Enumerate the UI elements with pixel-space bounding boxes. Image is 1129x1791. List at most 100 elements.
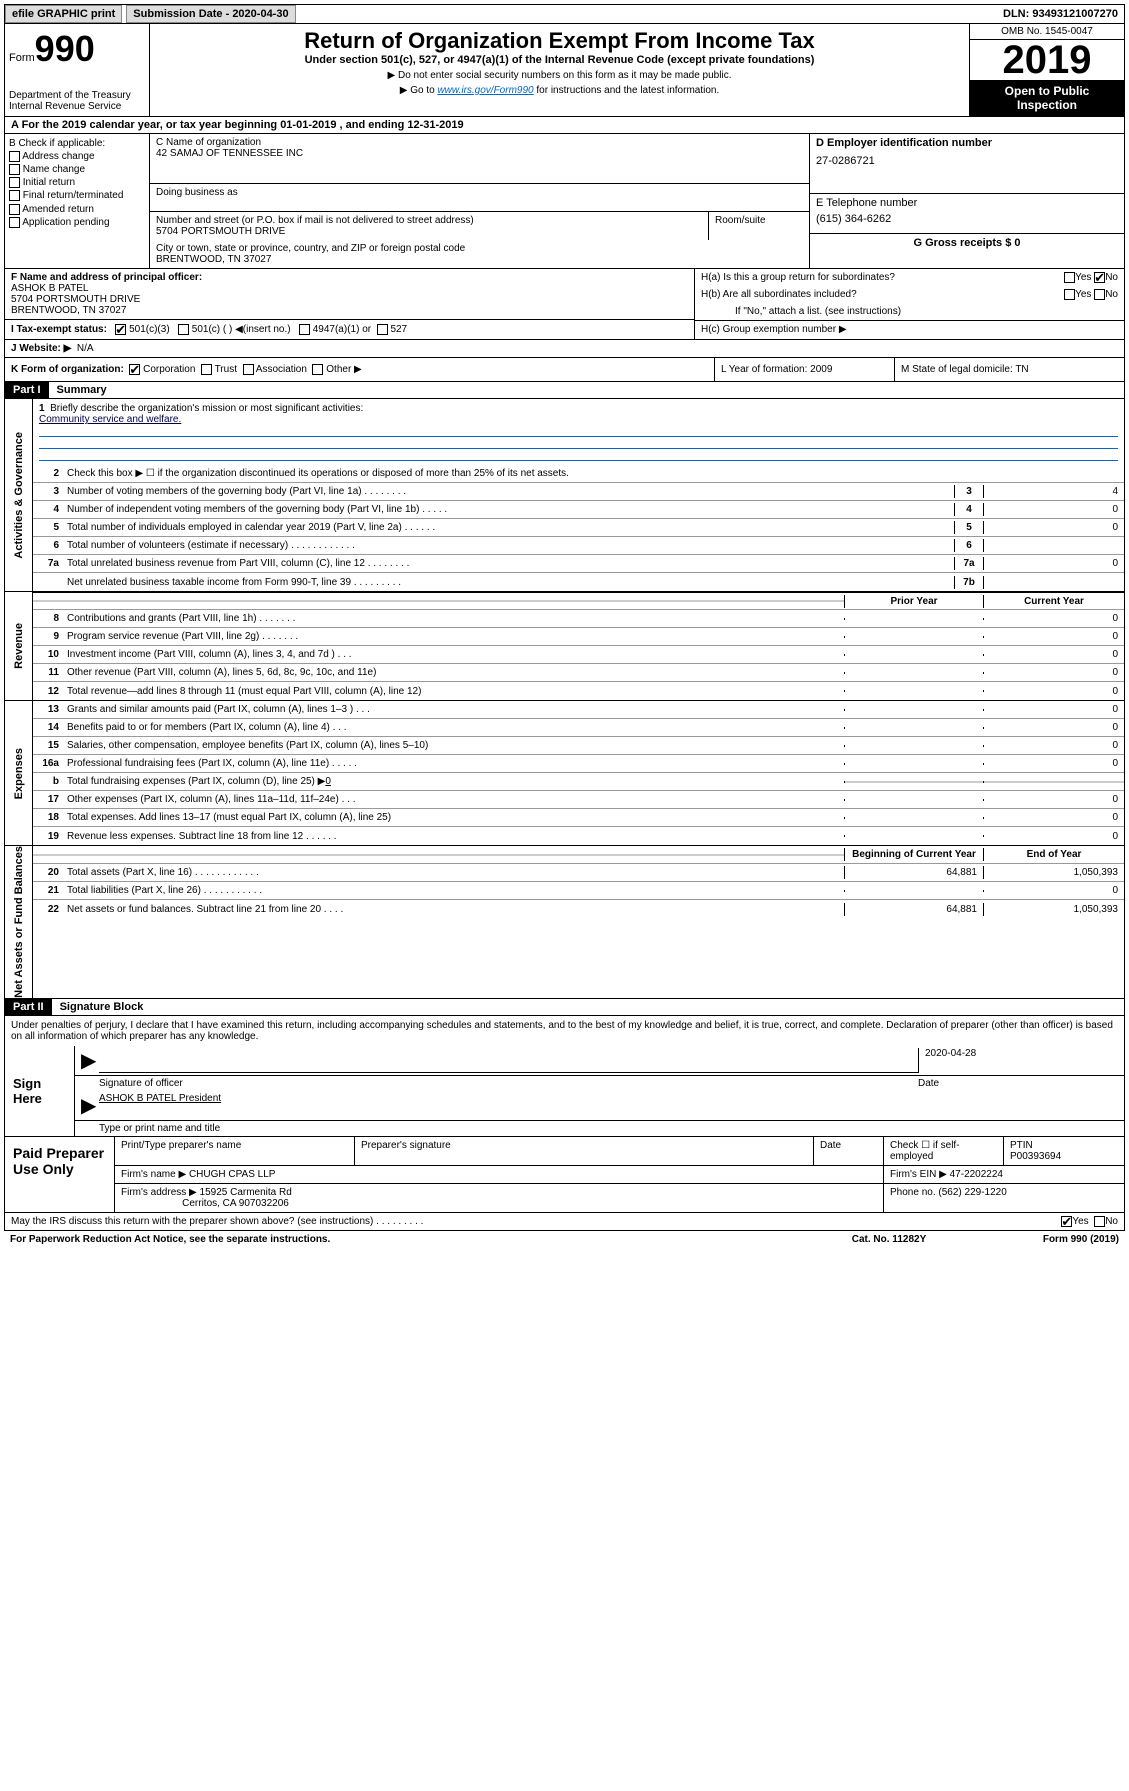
line5-val: 0 bbox=[984, 521, 1124, 534]
tax-exempt-status: I Tax-exempt status: 501(c)(3) 501(c) ( … bbox=[5, 319, 694, 339]
type-name-label: Type or print name and title bbox=[99, 1123, 220, 1134]
sign-here-label: Sign Here bbox=[5, 1046, 75, 1136]
line7b: Net unrelated business taxable income fr… bbox=[63, 576, 954, 589]
form990-link[interactable]: www.irs.gov/Form990 bbox=[437, 85, 533, 96]
addr-label: Number and street (or P.O. box if mail i… bbox=[156, 215, 702, 226]
ein: 27-0286721 bbox=[816, 155, 1118, 167]
firm-phone: (562) 229-1220 bbox=[938, 1187, 1006, 1198]
paid-preparer-label: Paid Preparer Use Only bbox=[5, 1137, 115, 1212]
dba-label: Doing business as bbox=[156, 187, 803, 198]
line12-val: 0 bbox=[984, 685, 1124, 698]
sig-date-val: 2020-04-28 bbox=[918, 1048, 1118, 1073]
current-year-header: Current Year bbox=[984, 595, 1124, 608]
line4: Number of independent voting members of … bbox=[63, 503, 954, 516]
line19-val: 0 bbox=[984, 830, 1124, 843]
line8-val: 0 bbox=[984, 612, 1124, 625]
line14: Benefits paid to or for members (Part IX… bbox=[63, 721, 844, 734]
side-net-assets: Net Assets or Fund Balances bbox=[13, 846, 25, 998]
room-suite-label: Room/suite bbox=[709, 212, 809, 240]
part1-title: Summary bbox=[49, 382, 115, 398]
line8: Contributions and grants (Part VIII, lin… bbox=[63, 612, 844, 625]
paperwork-notice: For Paperwork Reduction Act Notice, see … bbox=[10, 1234, 799, 1245]
box-c-name-label: C Name of organization bbox=[156, 137, 803, 148]
officer-name: ASHOK B PATEL bbox=[11, 283, 688, 294]
line12: Total revenue—add lines 8 through 11 (mu… bbox=[63, 685, 844, 698]
box-f-label: F Name and address of principal officer: bbox=[11, 272, 688, 283]
telephone: (615) 364-6262 bbox=[816, 213, 1118, 225]
line13: Grants and similar amounts paid (Part IX… bbox=[63, 703, 844, 716]
line16b: Total fundraising expenses (Part IX, col… bbox=[63, 775, 844, 788]
box-e-label: E Telephone number bbox=[816, 197, 1118, 209]
line7a: Total unrelated business revenue from Pa… bbox=[63, 557, 954, 570]
box-g-gross: G Gross receipts $ 0 bbox=[810, 234, 1124, 252]
prep-date-label: Date bbox=[814, 1137, 884, 1165]
line22-prior: 64,881 bbox=[844, 903, 984, 916]
box-m: M State of legal domicile: TN bbox=[894, 358, 1124, 381]
open-public-badge: Open to Public Inspection bbox=[970, 80, 1124, 116]
ha-no-checkbox[interactable] bbox=[1094, 272, 1105, 283]
line7a-val: 0 bbox=[984, 557, 1124, 570]
discuss-yes-checkbox[interactable] bbox=[1061, 1216, 1072, 1227]
org-name: 42 SAMAJ OF TENNESSEE INC bbox=[156, 148, 803, 159]
line9: Program service revenue (Part VIII, line… bbox=[63, 630, 844, 643]
efile-button[interactable]: efile GRAPHIC print bbox=[5, 5, 122, 23]
dln: DLN: 93493121007270 bbox=[997, 6, 1124, 22]
h-b: H(b) Are all subordinates included? bbox=[701, 289, 1064, 300]
line20: Total assets (Part X, line 16) . . . . .… bbox=[63, 866, 844, 879]
line6-val bbox=[984, 545, 1124, 547]
top-bar: efile GRAPHIC print Submission Date - 20… bbox=[4, 4, 1125, 24]
note-link: ▶ Go to www.irs.gov/Form990 for instruct… bbox=[154, 85, 965, 96]
line17-val: 0 bbox=[984, 793, 1124, 806]
line14-val: 0 bbox=[984, 721, 1124, 734]
officer-addr2: BRENTWOOD, TN 37027 bbox=[11, 305, 688, 316]
line17: Other expenses (Part IX, column (A), lin… bbox=[63, 793, 844, 806]
line1-label: Briefly describe the organization's miss… bbox=[50, 403, 363, 414]
corp-checkbox[interactable] bbox=[129, 364, 140, 375]
501c3-checkbox[interactable] bbox=[115, 324, 126, 335]
h-b-note: If "No," attach a list. (see instruction… bbox=[695, 303, 1124, 320]
line11: Other revenue (Part VIII, column (A), li… bbox=[63, 666, 844, 679]
line20-prior: 64,881 bbox=[844, 866, 984, 879]
line18: Total expenses. Add lines 13–17 (must eq… bbox=[63, 811, 844, 824]
line15-val: 0 bbox=[984, 739, 1124, 752]
perjury-statement: Under penalties of perjury, I declare th… bbox=[4, 1016, 1125, 1046]
print-name-label: Print/Type preparer's name bbox=[115, 1137, 355, 1165]
line22: Net assets or fund balances. Subtract li… bbox=[63, 903, 844, 916]
line4-val: 0 bbox=[984, 503, 1124, 516]
line21-val: 0 bbox=[984, 884, 1124, 897]
box-d-label: D Employer identification number bbox=[816, 137, 1118, 149]
firm-addr2: Cerritos, CA 907032206 bbox=[182, 1198, 289, 1209]
form-number: 990 bbox=[35, 28, 95, 69]
line16a-val: 0 bbox=[984, 757, 1124, 770]
line21: Total liabilities (Part X, line 26) . . … bbox=[63, 884, 844, 897]
officer-addr1: 5704 PORTSMOUTH DRIVE bbox=[11, 294, 688, 305]
row-a-tax-year: A For the 2019 calendar year, or tax yea… bbox=[4, 117, 1125, 134]
h-a: H(a) Is this a group return for subordin… bbox=[701, 272, 1064, 283]
ptin-val: P00393694 bbox=[1010, 1151, 1061, 1162]
line15: Salaries, other compensation, employee b… bbox=[63, 739, 844, 752]
line11-val: 0 bbox=[984, 666, 1124, 679]
line9-val: 0 bbox=[984, 630, 1124, 643]
form-header: Form990 Department of the Treasury Inter… bbox=[4, 24, 1125, 117]
self-employed-check: Check ☐ if self-employed bbox=[884, 1137, 1004, 1165]
firm-name: CHUGH CPAS LLP bbox=[189, 1169, 276, 1180]
line19: Revenue less expenses. Subtract line 18 … bbox=[63, 830, 844, 843]
website-row: J Website: ▶ N/A bbox=[4, 340, 1125, 358]
side-governance: Activities & Governance bbox=[13, 432, 25, 559]
form-subtitle: Under section 501(c), 527, or 4947(a)(1)… bbox=[154, 54, 965, 66]
firm-ein: 47-2202224 bbox=[950, 1169, 1003, 1180]
line3-val: 4 bbox=[984, 485, 1124, 498]
part2-title: Signature Block bbox=[52, 999, 152, 1015]
side-revenue: Revenue bbox=[13, 623, 25, 669]
city-state-zip: BRENTWOOD, TN 37027 bbox=[156, 254, 803, 265]
officer-name-title: ASHOK B PATEL President bbox=[99, 1093, 1118, 1118]
tax-year: 2019 bbox=[970, 40, 1124, 80]
sig-date-label: Date bbox=[918, 1078, 1118, 1089]
sig-officer-label: Signature of officer bbox=[99, 1078, 918, 1089]
line7b-val bbox=[984, 581, 1124, 583]
line5: Total number of individuals employed in … bbox=[63, 521, 954, 534]
form-footer: Form 990 (2019) bbox=[979, 1234, 1119, 1245]
mission: Community service and welfare. bbox=[39, 414, 181, 425]
end-year-header: End of Year bbox=[984, 848, 1124, 861]
irs-discuss: May the IRS discuss this return with the… bbox=[11, 1216, 1061, 1227]
